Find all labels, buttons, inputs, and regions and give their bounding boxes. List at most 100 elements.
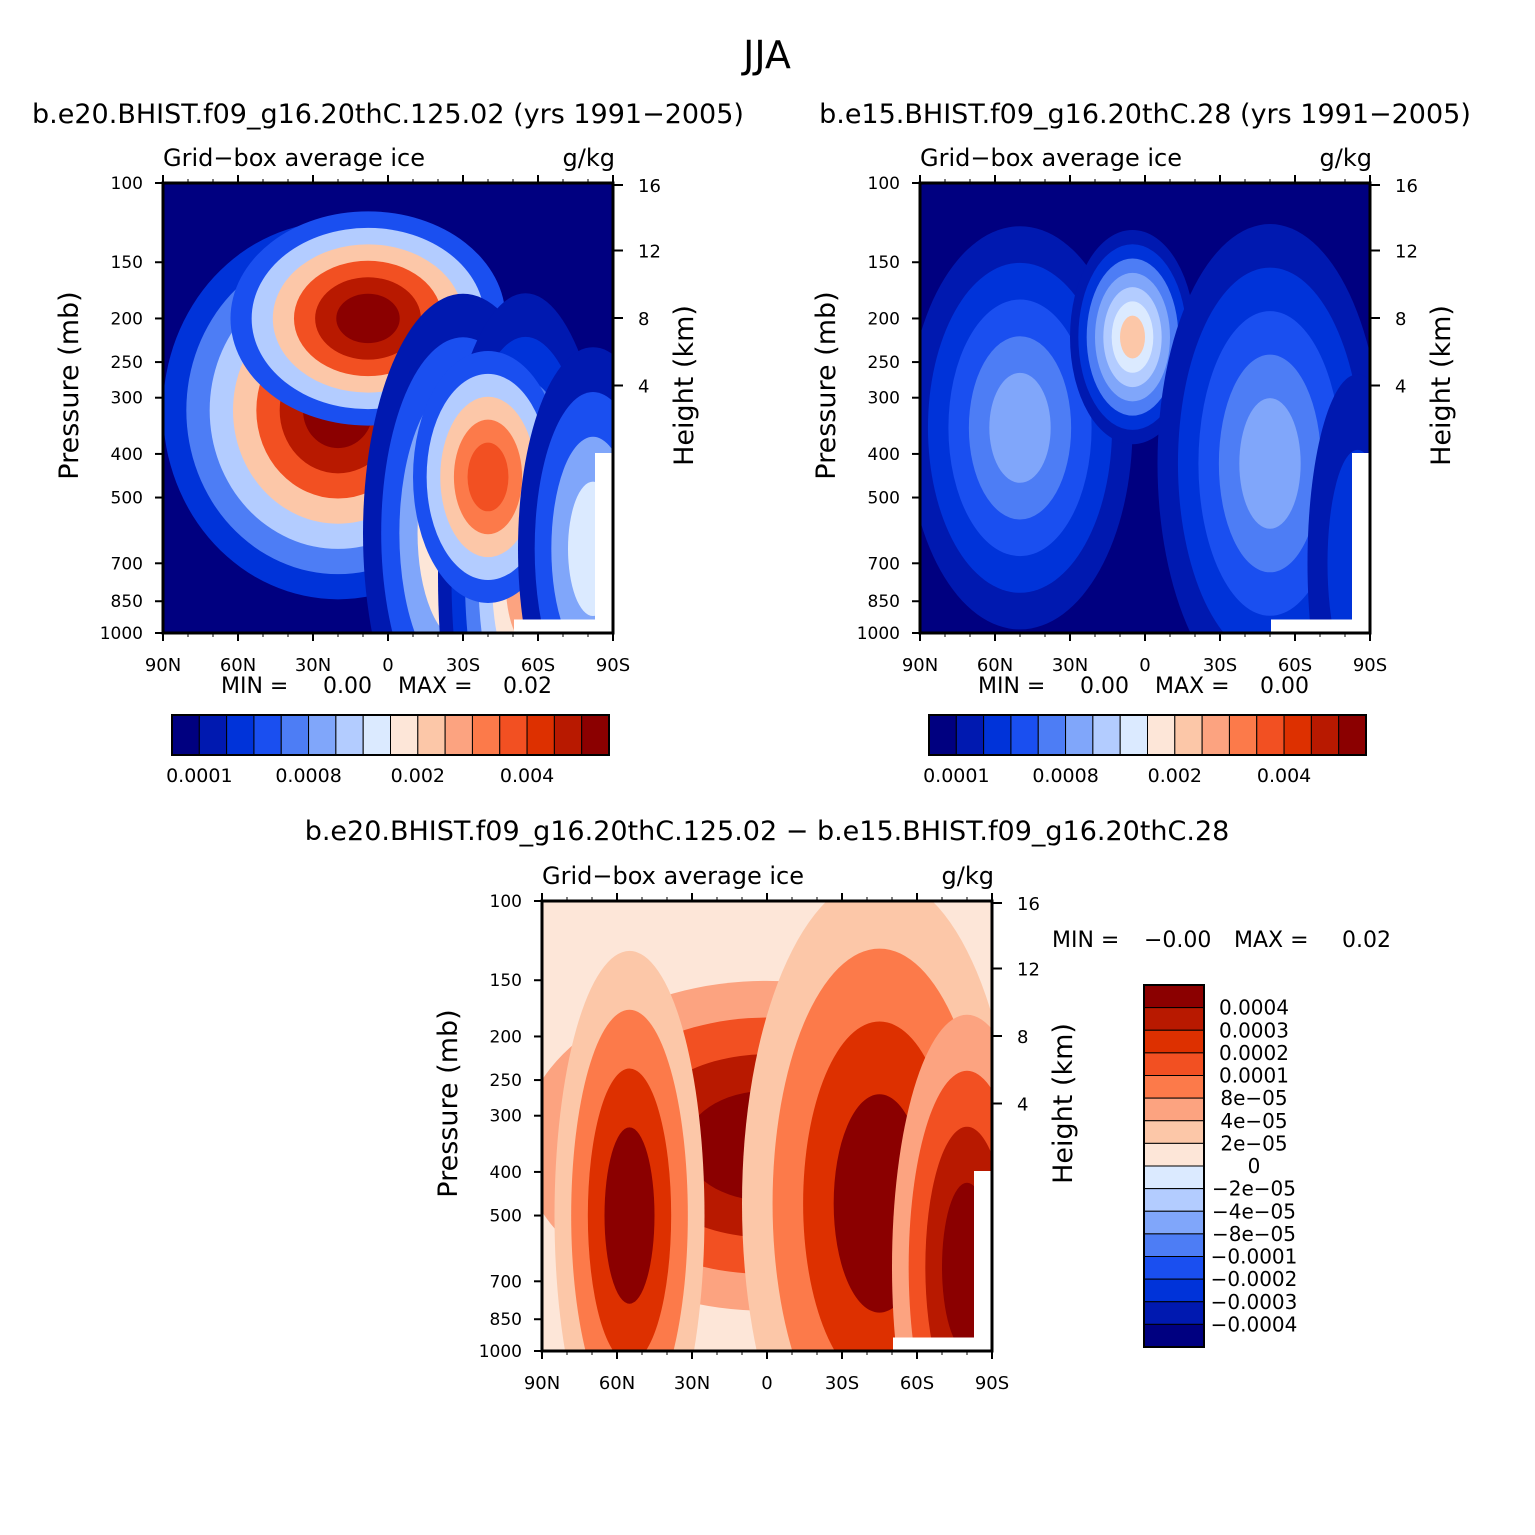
y-tick-label: 100 xyxy=(868,174,900,194)
colorbar-swatch xyxy=(335,714,364,756)
colorbar-swatch xyxy=(198,714,228,756)
max-value: 0.00 xyxy=(1260,674,1309,699)
colorbar-swatch xyxy=(1310,714,1340,756)
contour-level-4-4 xyxy=(467,442,509,512)
y-tick-label: 850 xyxy=(490,1310,522,1330)
surface-mask-right xyxy=(595,453,613,633)
colorbar-swatch xyxy=(1143,1097,1205,1122)
colorbar-swatch xyxy=(1010,714,1039,756)
plot-area xyxy=(163,183,613,633)
panel-3: b.e20.BHIST.f09_g16.20thC.125.02 − b.e15… xyxy=(305,816,1391,1394)
colorbar-swatch xyxy=(983,714,1012,756)
colorbar-swatch xyxy=(1037,714,1067,756)
colorbar-swatch xyxy=(1143,984,1205,1009)
colorbar-label: 0.004 xyxy=(1257,765,1311,787)
colorbar-swatch xyxy=(1143,1052,1205,1076)
colorbar-label: −0.0001 xyxy=(1211,1245,1298,1269)
y-tick-label: 100 xyxy=(111,174,143,194)
contour-level-0-4 xyxy=(989,372,1051,483)
y-tick-label: 150 xyxy=(868,253,900,273)
min-value: 0.00 xyxy=(1080,674,1129,699)
colorbar-swatch xyxy=(1119,714,1148,756)
panel-1: b.e20.BHIST.f09_g16.20thC.125.02 (yrs 19… xyxy=(32,99,744,787)
variable-label: Grid−box average ice xyxy=(920,144,1182,172)
panel-title: b.e20.BHIST.f09_g16.20thC.125.02 − b.e15… xyxy=(305,816,1230,847)
y-tick-label: 1000 xyxy=(857,624,900,644)
x-tick-label: 30N xyxy=(674,1373,710,1394)
colorbar-label: 0.002 xyxy=(1148,765,1202,787)
colorbar-swatch xyxy=(1228,714,1258,756)
colorbar-swatch xyxy=(1143,1188,1205,1212)
y2-tick-label: 4 xyxy=(1395,377,1406,398)
x-tick-label: 60S xyxy=(900,1373,934,1394)
colorbar-swatch xyxy=(390,714,419,756)
y-tick-label: 200 xyxy=(868,309,900,329)
colorbar-swatch xyxy=(1174,714,1203,756)
y2-tick-label: 12 xyxy=(1017,960,1040,981)
contour-level-2-4 xyxy=(1239,398,1301,529)
colorbar-swatch xyxy=(1143,1301,1205,1325)
y-tick-label: 850 xyxy=(868,592,900,612)
colorbar-swatch xyxy=(1143,1165,1205,1190)
colorbar-label: 0.0003 xyxy=(1219,1018,1289,1042)
colorbar-label: 0.0001 xyxy=(923,765,989,787)
colorbar-swatch xyxy=(1143,1323,1205,1348)
x-tick-label: 30S xyxy=(446,655,480,676)
colorbar-swatch xyxy=(417,714,446,756)
colorbar-label: 4e−05 xyxy=(1220,1109,1287,1133)
colorbar-swatch xyxy=(1065,714,1094,756)
plot-area xyxy=(542,901,992,1351)
colorbar-swatch xyxy=(1283,714,1312,756)
colorbar-swatch xyxy=(1143,1029,1205,1054)
contour-level-1-5 xyxy=(336,293,400,344)
colorbar-frame xyxy=(928,714,1367,756)
min-label: MIN = xyxy=(1052,928,1119,953)
colorbar-swatch xyxy=(226,714,255,756)
x-tick-label: 60N xyxy=(977,655,1013,676)
colorbar-swatch xyxy=(553,714,583,756)
y-tick-label: 200 xyxy=(490,1027,522,1047)
units-label: g/kg xyxy=(1320,144,1372,172)
colorbar-swatch xyxy=(1338,714,1367,756)
colorbar-swatch xyxy=(1201,714,1230,756)
colorbar-label: 0.0001 xyxy=(166,765,232,787)
colorbar-label: 0.0004 xyxy=(1219,996,1289,1020)
y2-tick-label: 16 xyxy=(1395,176,1418,197)
surface-mask xyxy=(514,619,613,633)
colorbar-swatch xyxy=(955,714,985,756)
colorbar-swatch xyxy=(1143,1120,1205,1144)
x-tick-label: 60S xyxy=(521,655,555,676)
colorbar-label: −0.0004 xyxy=(1211,1312,1298,1336)
y-tick-label: 500 xyxy=(490,1207,522,1227)
colorbar-label: 8e−05 xyxy=(1220,1086,1287,1110)
x-tick-label: 90N xyxy=(524,1373,560,1394)
y-tick-label: 100 xyxy=(490,892,522,912)
y2-tick-label: 12 xyxy=(638,242,661,263)
min-value: 0.00 xyxy=(323,674,372,699)
colorbar-swatch xyxy=(1143,1233,1205,1257)
colorbar-swatch xyxy=(1092,714,1121,756)
y-axis-label: Pressure (mb) xyxy=(54,291,85,479)
y2-tick-label: 8 xyxy=(1395,309,1406,330)
colorbar-label: −4e−05 xyxy=(1212,1199,1296,1223)
surface-mask-right xyxy=(974,1171,992,1351)
colorbar-label: −0.0003 xyxy=(1211,1290,1298,1314)
y-tick-label: 700 xyxy=(490,1272,522,1292)
colorbar-swatch xyxy=(1147,714,1176,756)
colorbar-swatch xyxy=(581,714,610,756)
max-label: MAX = xyxy=(1155,674,1230,699)
units-label: g/kg xyxy=(563,144,615,172)
colorbar-swatch xyxy=(308,714,337,756)
colorbar-label: −0.0002 xyxy=(1211,1267,1298,1291)
colorbar-label: 2e−05 xyxy=(1220,1131,1287,1155)
y-tick-label: 250 xyxy=(111,353,143,373)
x-tick-label: 30N xyxy=(1052,655,1088,676)
x-tick-label: 90S xyxy=(596,655,630,676)
colorbar-swatch xyxy=(444,714,473,756)
min-label: MIN = xyxy=(978,674,1045,699)
y2-tick-label: 16 xyxy=(638,176,661,197)
x-tick-label: 60N xyxy=(220,655,256,676)
colorbar-swatch xyxy=(253,714,282,756)
y-tick-label: 250 xyxy=(490,1071,522,1091)
y-axis-label: Pressure (mb) xyxy=(811,291,842,479)
